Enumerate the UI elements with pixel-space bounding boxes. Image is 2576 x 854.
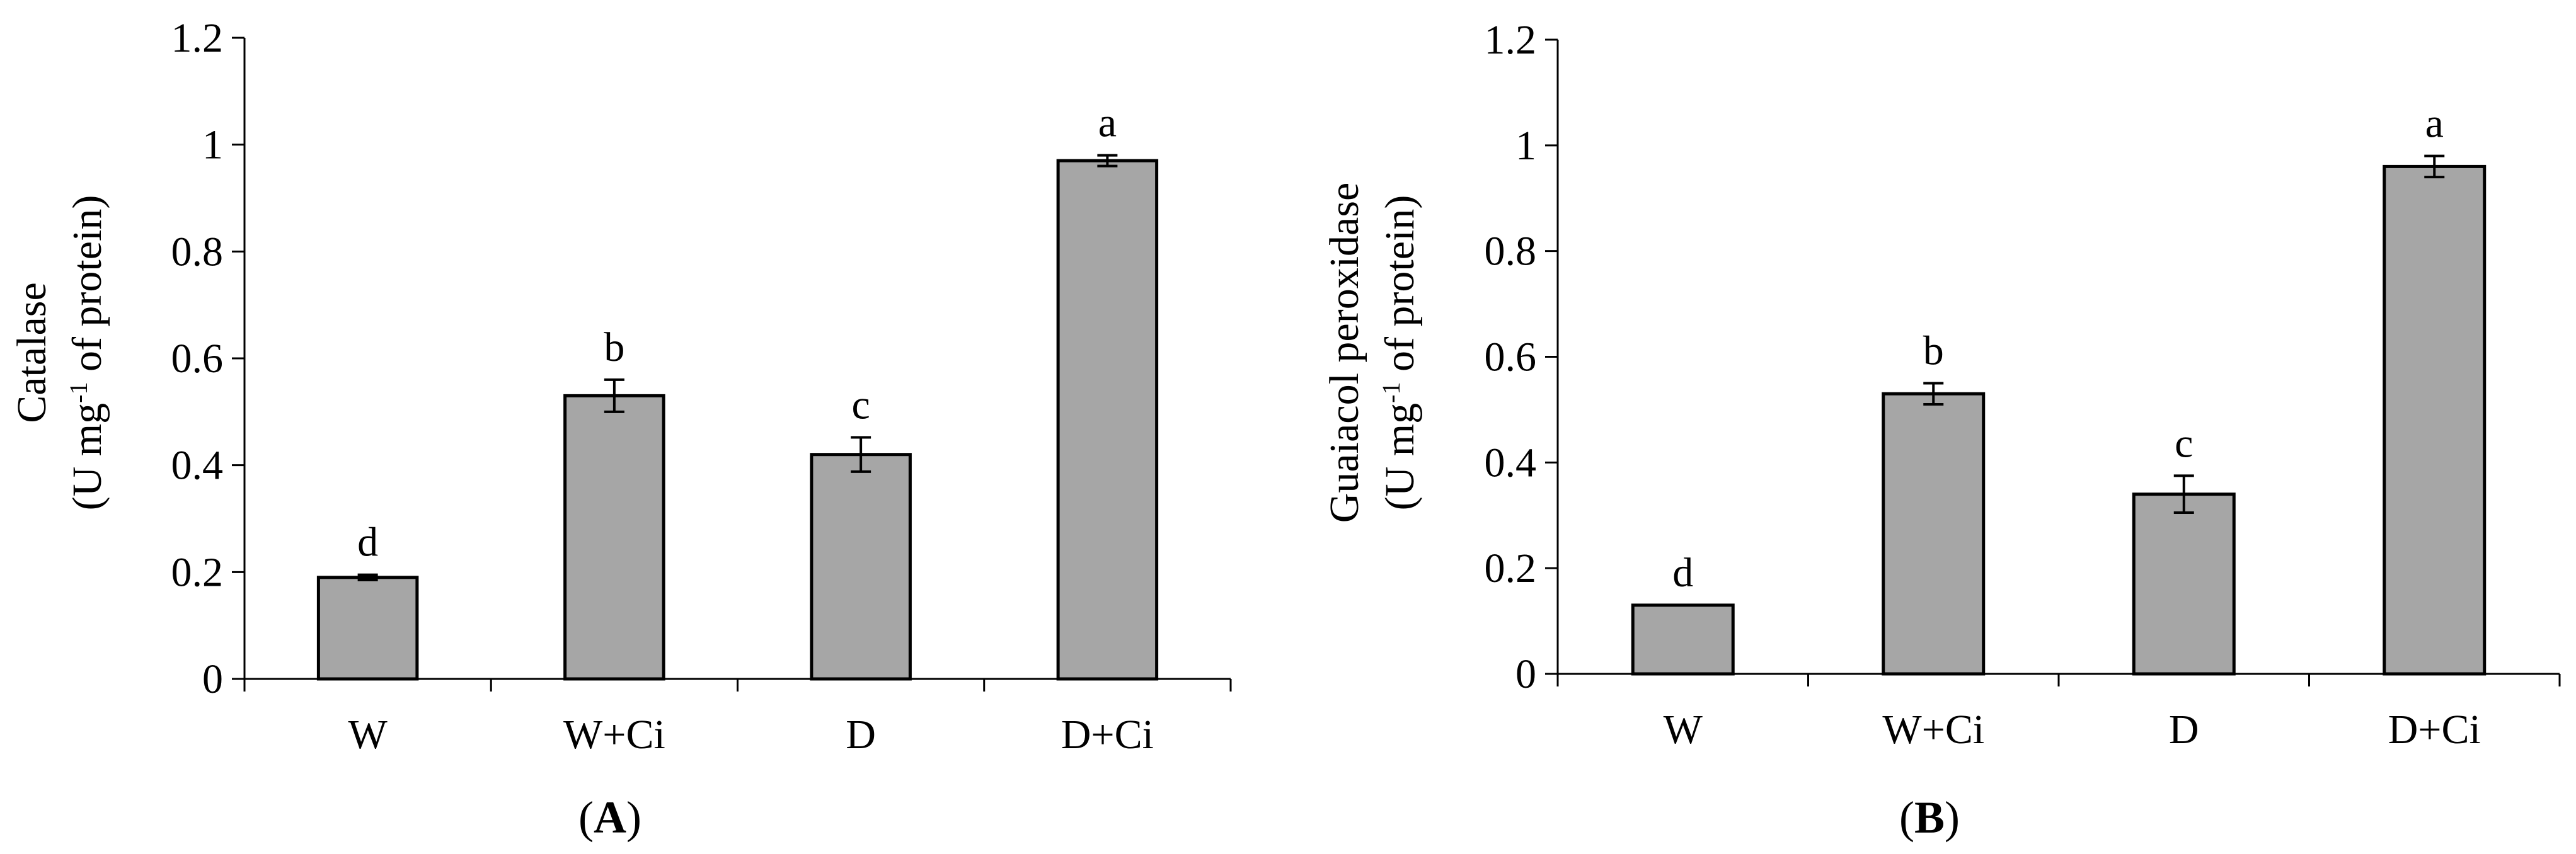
bar-d-plus-ci — [1056, 159, 1159, 681]
y-tick-label: 0.6 — [1485, 334, 1537, 380]
y-ticks: 0 0.2 0.4 0.6 0.8 1 1.2 — [1485, 17, 1558, 697]
bar-w — [316, 576, 419, 681]
significance-letter: a — [1098, 100, 1117, 146]
y-axis-units-pre: (U mg — [64, 403, 110, 510]
x-category-label: D+Ci — [1061, 712, 1154, 758]
panel-label-text: (A) — [578, 792, 641, 843]
bar-d-plus-ci — [2383, 164, 2487, 676]
error-bar — [851, 436, 871, 473]
y-tick-label: 1.2 — [1485, 17, 1537, 63]
significance-letter: c — [2175, 420, 2193, 466]
y-axis-units: (U mg-1 of protein) — [64, 195, 111, 511]
y-tick-label: 0 — [1515, 651, 1536, 697]
axes — [1556, 40, 2561, 686]
y-tick-label: 0.4 — [1485, 440, 1537, 486]
x-category-label: W — [1664, 707, 1703, 753]
bars: d b c a — [1631, 101, 2487, 676]
y-axis-title: Catalase — [9, 282, 55, 423]
x-category-label: W — [348, 712, 388, 758]
bar-w-plus-ci — [1882, 392, 1986, 676]
panel-letter: A — [594, 792, 626, 843]
bar-w — [1631, 603, 1735, 676]
y-tick-label: 1 — [202, 122, 223, 168]
bar-d — [810, 453, 912, 681]
y-axis-units: (U mg-1 of protein) — [1377, 195, 1423, 511]
significance-letter: a — [2425, 101, 2444, 147]
y-tick-label: 0 — [202, 656, 223, 702]
y-tick-label: 0.2 — [171, 549, 224, 595]
significance-letter: d — [357, 520, 378, 566]
bars: d b c a — [316, 100, 1159, 681]
y-axis-units-post: of protein) — [64, 195, 110, 382]
category-labels: W W+Ci D D+Ci — [348, 712, 1154, 758]
panel-label: (B) — [1899, 792, 1960, 843]
y-tick-label: 0.8 — [171, 229, 224, 275]
error-bar — [604, 378, 624, 413]
chart-panel-b: Guaiacol peroxidase (U mg-1 of protein) … — [1321, 17, 2561, 843]
y-axis-units-sup: -1 — [64, 382, 93, 403]
x-category-label: D — [2169, 707, 2199, 753]
panel-label-text: (B) — [1899, 792, 1960, 843]
y-ticks: 0 0.2 0.4 0.6 0.8 1 1.2 — [171, 15, 244, 702]
significance-letter: d — [1672, 550, 1693, 596]
x-category-label: D — [846, 712, 876, 758]
y-tick-label: 0.8 — [1485, 229, 1537, 275]
error-bar — [1923, 382, 1944, 406]
y-tick-label: 1.2 — [171, 15, 224, 61]
y-axis-title: Guaiacol peroxidase — [1321, 183, 1367, 523]
axes — [243, 38, 1232, 692]
y-tick-label: 0.6 — [171, 336, 224, 382]
error-bar — [1097, 154, 1118, 168]
bar-w-plus-ci — [563, 394, 665, 681]
y-tick-label: 1 — [1515, 123, 1536, 169]
x-category-label: W+Ci — [563, 712, 665, 758]
y-axis-label: Guaiacol peroxidase (U mg-1 of protein) — [1321, 183, 1423, 523]
y-axis-label: Catalase (U mg-1 of protein) — [9, 195, 110, 511]
error-bar — [357, 573, 378, 582]
error-bar — [2424, 154, 2445, 179]
significance-letter: c — [851, 382, 870, 428]
y-tick-label: 0.2 — [1485, 545, 1537, 591]
category-labels: W W+Ci D D+Ci — [1664, 707, 2481, 753]
error-bar — [2173, 474, 2194, 515]
y-axis-units-pre: (U mg — [1377, 403, 1423, 510]
x-category-label: W+Ci — [1882, 707, 1984, 753]
panel-label: (A) — [578, 792, 641, 843]
y-tick-label: 0.4 — [171, 443, 224, 489]
significance-letter: b — [1923, 327, 1944, 373]
x-category-label: D+Ci — [2388, 707, 2481, 753]
y-axis-units-post: of protein) — [1377, 195, 1423, 382]
panel-letter: B — [1914, 792, 1945, 843]
significance-letter: b — [604, 324, 624, 370]
bar-d — [2132, 492, 2236, 676]
chart-panel-a: Catalase (U mg-1 of protein) 00.20.40.60… — [9, 15, 1232, 843]
y-axis-units-sup: -1 — [1377, 382, 1405, 403]
